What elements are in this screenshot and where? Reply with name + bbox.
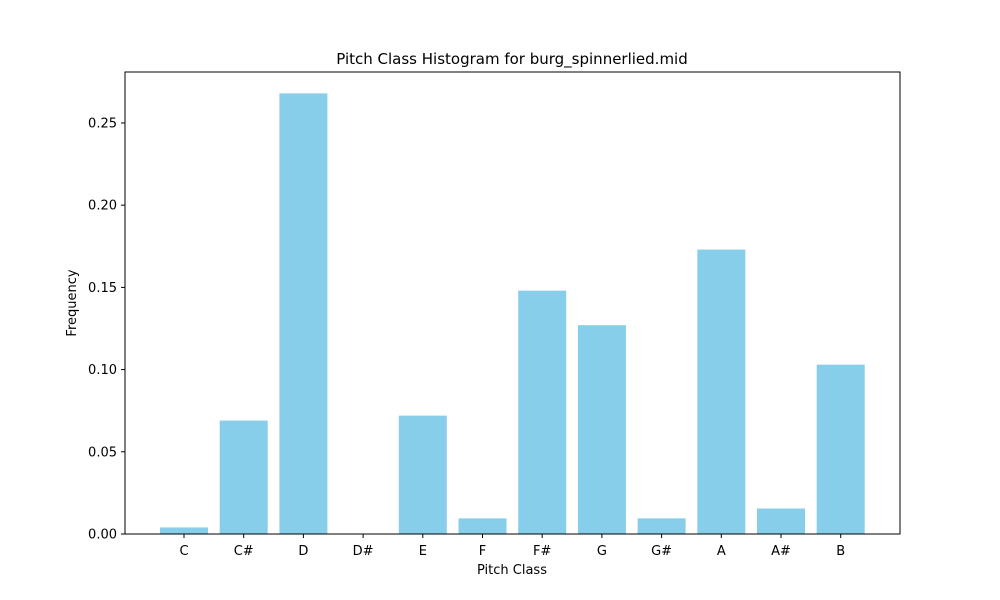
bar-b xyxy=(816,364,865,534)
y-tick-label: 0.10 xyxy=(88,363,117,378)
x-tick-label: F# xyxy=(533,544,551,559)
y-tick-label: 0.20 xyxy=(88,199,117,214)
bars-group xyxy=(160,93,865,535)
y-axis: 0.00 0.05 0.10 0.15 0.20 0.25 xyxy=(88,116,125,543)
y-tick-label: 0.15 xyxy=(88,281,117,296)
bar-f xyxy=(458,518,507,534)
y-tick-label: 0.05 xyxy=(88,445,117,460)
plot-frame xyxy=(124,71,901,535)
bar-f-sharp xyxy=(518,290,567,534)
y-tick-label: 0.25 xyxy=(88,116,117,131)
bar-g-sharp xyxy=(637,518,686,534)
y-axis-label: Frequency xyxy=(65,269,80,336)
x-tick-label: A xyxy=(717,544,726,559)
bar-d xyxy=(279,93,328,535)
bar-g xyxy=(577,325,626,534)
x-tick-label: G xyxy=(597,544,607,559)
x-tick-label: C xyxy=(179,544,188,559)
x-tick-label: C# xyxy=(234,544,254,559)
x-tick-label: D xyxy=(298,544,308,559)
bar-c-sharp xyxy=(219,420,268,534)
x-tick-label: F xyxy=(479,544,486,559)
x-tick-label: A# xyxy=(771,544,791,559)
bar-c xyxy=(160,527,208,534)
x-axis: C C# D D# E F F# G G# A A# B xyxy=(179,534,845,559)
bar-a-sharp xyxy=(757,508,805,534)
chart-title: Pitch Class Histogram for burg_spinnerli… xyxy=(336,50,688,69)
bar-e xyxy=(398,415,447,534)
y-tick-label: 0.00 xyxy=(88,528,117,543)
x-tick-label: B xyxy=(836,544,845,559)
x-axis-label: Pitch Class xyxy=(477,563,547,578)
bar-a xyxy=(697,249,746,534)
x-tick-label: G# xyxy=(651,544,672,559)
x-tick-label: D# xyxy=(353,544,374,559)
x-tick-label: E xyxy=(419,544,427,559)
